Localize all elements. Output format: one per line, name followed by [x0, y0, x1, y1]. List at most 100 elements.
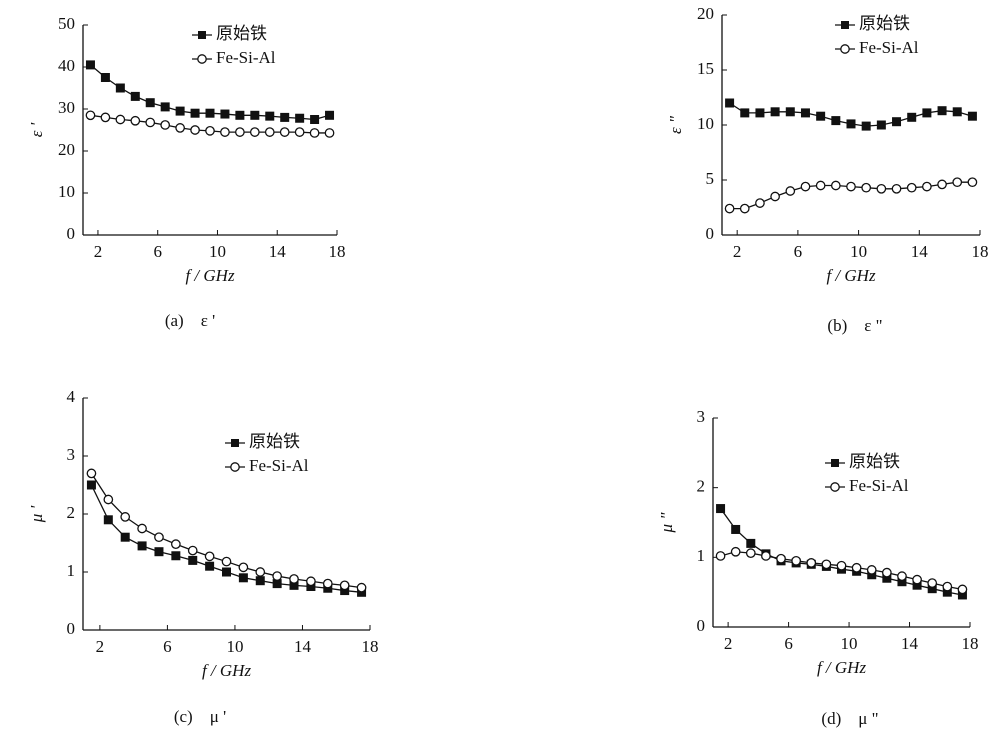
marker	[831, 116, 841, 126]
y-tick-label: 1	[697, 546, 706, 565]
marker	[85, 60, 95, 70]
x-tick-label: 2	[94, 242, 103, 261]
marker	[770, 107, 780, 117]
x-axis-label: f / GHz	[817, 658, 867, 677]
marker	[310, 115, 320, 124]
y-tick-label: 10	[58, 182, 75, 201]
x-tick-label: 10	[209, 242, 226, 261]
y-tick-label: 20	[58, 140, 75, 159]
x-tick-label: 18	[972, 242, 989, 261]
x-tick-label: 10	[226, 637, 243, 656]
marker	[816, 111, 826, 121]
y-tick-label: 3	[67, 445, 76, 464]
marker	[160, 102, 170, 112]
marker	[238, 573, 248, 583]
y-tick-label: 0	[67, 619, 76, 638]
y-tick-label: 0	[67, 224, 76, 243]
marker	[250, 110, 260, 120]
marker	[891, 183, 902, 194]
marker	[821, 559, 832, 570]
marker	[716, 504, 726, 514]
x-tick-label: 14	[294, 637, 312, 656]
marker	[937, 179, 947, 190]
y-tick-label: 2	[697, 477, 706, 496]
y-tick-label: 0	[697, 616, 706, 635]
y-tick-label: 3	[697, 407, 706, 426]
x-tick-label: 6	[794, 242, 803, 261]
marker	[731, 524, 741, 534]
marker	[851, 562, 862, 573]
y-tick-label: 5	[706, 169, 715, 188]
y-tick-label: 20	[697, 4, 714, 23]
marker	[922, 181, 932, 192]
marker	[130, 115, 141, 126]
marker	[957, 584, 968, 595]
legend-label: 原始铁	[216, 24, 267, 43]
marker	[294, 127, 305, 137]
legend-marker	[197, 54, 207, 64]
marker	[205, 561, 215, 571]
marker	[922, 108, 932, 118]
marker	[222, 567, 231, 577]
marker	[897, 571, 907, 581]
marker	[739, 203, 750, 214]
marker	[861, 121, 871, 131]
y-tick-label: 2	[67, 503, 76, 522]
marker	[190, 108, 200, 118]
marker	[882, 567, 892, 578]
marker	[295, 113, 305, 123]
y-tick-label: 15	[697, 59, 714, 78]
y-axis-label: ε "	[666, 115, 685, 134]
panel: 0 10 20 30 40 50 2 6 10 14 18 f / GHz ε ' (a) ε ' 原始铁 F…	[27, 14, 346, 330]
marker	[892, 117, 902, 127]
legend-label: Fe-Si-Al	[849, 476, 909, 495]
marker	[187, 545, 198, 556]
marker	[937, 106, 947, 116]
legend-marker	[830, 482, 840, 492]
marker	[846, 119, 856, 129]
x-axis-label: f / GHz	[826, 266, 876, 285]
panel: 0 1 2 3 4 2 6 10 14 18 f / GHz μ ' (c) μ ' 原始铁 Fe-Si-A…	[27, 387, 379, 726]
caption: (c) μ '	[174, 707, 226, 726]
legend-marker	[230, 462, 240, 472]
marker	[715, 551, 726, 561]
x-tick-label: 14	[901, 634, 919, 653]
marker	[906, 182, 917, 193]
panel: 0 1 2 3 2 6 10 14 18 f / GHz μ " (d) μ " 原始铁 Fe-Si-Al	[657, 407, 979, 728]
legend-label: 原始铁	[249, 432, 300, 451]
marker	[238, 562, 249, 573]
marker	[876, 120, 886, 130]
marker	[836, 560, 847, 571]
marker	[907, 112, 917, 122]
marker	[145, 117, 156, 128]
marker	[746, 538, 756, 548]
y-tick-label: 50	[58, 14, 75, 33]
x-tick-label: 14	[911, 242, 929, 261]
marker	[322, 578, 333, 589]
marker	[815, 180, 826, 191]
marker	[289, 574, 299, 584]
marker	[115, 83, 125, 93]
x-tick-label: 2	[96, 637, 105, 656]
marker	[861, 182, 872, 193]
marker	[175, 123, 185, 133]
marker	[776, 553, 786, 564]
marker	[160, 120, 171, 130]
marker	[103, 515, 113, 525]
marker	[171, 551, 181, 561]
marker	[235, 110, 245, 120]
marker	[800, 108, 810, 118]
marker	[85, 110, 96, 121]
marker	[265, 111, 275, 121]
marker	[103, 494, 114, 505]
marker	[220, 109, 230, 119]
legend-marker	[831, 459, 839, 467]
panel: 0 5 10 15 20 2 6 10 14 18 f / GHz ε " (b) ε " 原始铁 Fe-S…	[666, 4, 989, 335]
marker	[205, 108, 215, 118]
marker	[912, 574, 922, 585]
y-axis-label: μ "	[657, 512, 676, 534]
marker	[325, 110, 335, 120]
legend-label: Fe-Si-Al	[216, 48, 276, 67]
marker	[120, 512, 131, 522]
marker	[830, 180, 841, 191]
